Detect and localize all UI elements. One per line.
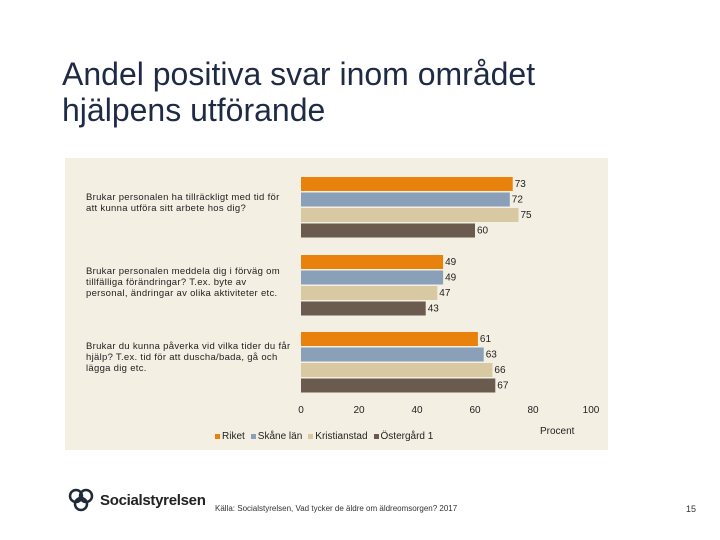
legend-swatch-skane (250, 434, 256, 439)
logo-text: Socialstyrelsen (100, 491, 206, 509)
data-label-1-0: 49 (445, 257, 457, 268)
x-tick-label-40: 40 (411, 405, 423, 416)
bar-0-2 (301, 208, 519, 222)
bar-2-0 (301, 332, 478, 346)
legend-item-kristianstad: Kristianstad (308, 431, 368, 442)
data-label-1-3: 43 (428, 304, 440, 315)
legend-item-riket: Riket (215, 431, 245, 442)
bar-1-1 (301, 270, 444, 285)
bar-1-0 (301, 255, 444, 269)
question-label-1: Brukar personalen ha tillräckligt med ti… (86, 192, 280, 214)
legend-item-skane: Skåne län (250, 431, 303, 442)
legend-label-ostergard: Östergård 1 (380, 431, 434, 442)
question-label-2: Brukar personalen meddela dig i förväg o… (86, 266, 280, 299)
x-tick-label-80: 80 (527, 405, 539, 416)
bar-0-0 (301, 177, 513, 191)
bar-1-3 (301, 301, 426, 316)
x-tick-label-100: 100 (583, 405, 600, 416)
legend-swatch-riket (215, 434, 220, 439)
data-label-0-1: 72 (512, 195, 524, 206)
socialstyrelsen-logo: Socialstyrelsen (66, 488, 206, 512)
data-label-0-0: 73 (515, 179, 527, 190)
legend-item-ostergard: Östergård 1 (373, 431, 434, 442)
x-tick-label-20: 20 (353, 405, 365, 416)
bar-2-2 (301, 363, 493, 377)
legend-label-skane: Skåne län (257, 431, 303, 442)
chart-legend: Riket Skåne län Kristianstad Östergård 1 (215, 431, 433, 442)
page-number: 15 (686, 504, 697, 514)
data-label-2-3: 67 (497, 381, 509, 392)
bar-1-2 (301, 286, 438, 300)
data-label-0-2: 75 (521, 210, 533, 221)
bar-0-1 (301, 192, 510, 207)
legend-label-riket: Riket (222, 431, 245, 442)
data-label-2-1: 63 (486, 350, 498, 361)
bar-0-3 (301, 223, 475, 238)
data-label-1-1: 49 (445, 273, 457, 284)
x-axis-label: Procent (540, 426, 575, 437)
x-tick-label-60: 60 (469, 405, 481, 416)
legend-swatch-kristianstad (308, 434, 314, 439)
slide-title: Andel positiva svar inom området hjälpen… (62, 56, 536, 128)
data-label-0-3: 60 (477, 226, 489, 237)
x-tick-label-0: 0 (298, 405, 304, 416)
logo-emblem-icon (68, 488, 94, 512)
bar-2-3 (301, 378, 496, 393)
bar-2-1 (301, 347, 484, 362)
data-label-2-2: 66 (494, 365, 506, 376)
data-label-2-0: 61 (480, 334, 492, 345)
legend-swatch-ostergard (373, 434, 379, 439)
question-label-3: Brukar du kunna påverka vid vilka tider … (86, 341, 291, 374)
source-note: Källa: Socialstyrelsen, Vad tycker de äl… (215, 504, 458, 513)
legend-label-kristianstad: Kristianstad (315, 431, 368, 442)
data-label-1-2: 47 (439, 288, 451, 299)
